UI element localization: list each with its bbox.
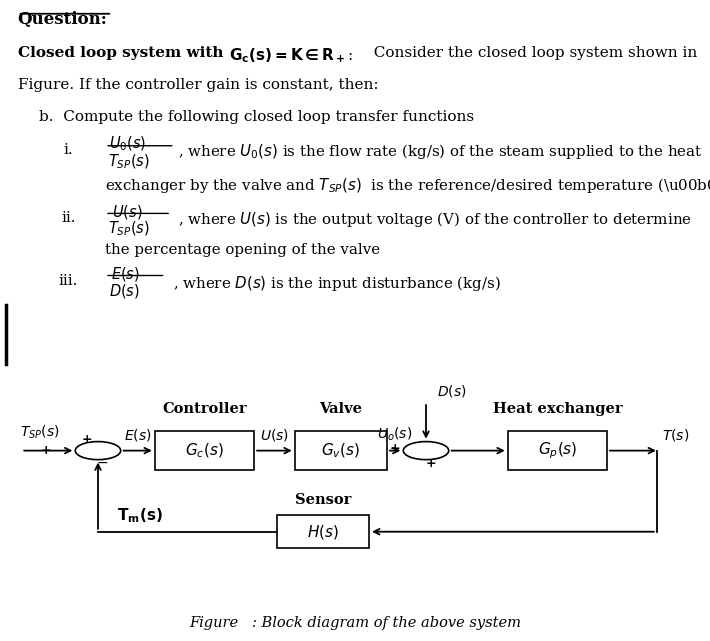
Text: Valve: Valve xyxy=(320,402,362,416)
Text: Figure   : Block diagram of the above system: Figure : Block diagram of the above syst… xyxy=(189,616,521,629)
Text: $T_{SP}(s)$: $T_{SP}(s)$ xyxy=(108,220,150,238)
Text: , where $U_0(s)$ is the flow rate (kg/s) of the steam supplied to the heat: , where $U_0(s)$ is the flow rate (kg/s)… xyxy=(178,142,702,162)
Text: $U_o(s)$: $U_o(s)$ xyxy=(378,426,413,443)
Text: Figure. If the controller gain is constant, then:: Figure. If the controller gain is consta… xyxy=(18,78,378,92)
Text: $T_{SP}(s)$: $T_{SP}(s)$ xyxy=(108,153,150,171)
Text: −: − xyxy=(97,456,109,470)
Text: $E(s)$: $E(s)$ xyxy=(124,427,151,443)
Circle shape xyxy=(75,442,121,460)
Text: $T_{SP}(s)$: $T_{SP}(s)$ xyxy=(20,423,60,441)
Text: the percentage opening of the valve: the percentage opening of the valve xyxy=(105,243,381,257)
Text: i.: i. xyxy=(64,143,74,157)
Text: $T(s)$: $T(s)$ xyxy=(662,427,689,443)
Text: , where $D(s)$ is the input disturbance (kg/s): , where $D(s)$ is the input disturbance … xyxy=(173,274,501,293)
Text: Controller: Controller xyxy=(162,402,247,416)
Text: +: + xyxy=(40,444,51,457)
Text: $G_c(s)$: $G_c(s)$ xyxy=(185,441,224,460)
FancyBboxPatch shape xyxy=(295,431,387,469)
Text: Question:: Question: xyxy=(18,11,108,28)
Text: Consider the closed loop system shown in: Consider the closed loop system shown in xyxy=(364,47,697,60)
Text: $E(s)$: $E(s)$ xyxy=(111,265,140,283)
Text: $\mathbf{G_c(s)=K{\in}R_+}$:: $\mathbf{G_c(s)=K{\in}R_+}$: xyxy=(229,47,352,65)
Text: $U_0(s)$: $U_0(s)$ xyxy=(109,135,146,153)
Text: $\mathbf{T_m(s)}$: $\mathbf{T_m(s)}$ xyxy=(117,506,163,524)
Text: b.  Compute the following closed loop transfer functions: b. Compute the following closed loop tra… xyxy=(39,110,474,124)
FancyBboxPatch shape xyxy=(155,431,254,469)
Text: $U(s)$: $U(s)$ xyxy=(260,427,289,443)
Circle shape xyxy=(403,442,449,460)
Text: exchanger by the valve and $T_{SP}(s)$  is the reference/desired temperature (\u: exchanger by the valve and $T_{SP}(s)$ i… xyxy=(105,176,710,195)
Text: $U(s)$: $U(s)$ xyxy=(112,203,143,221)
Text: $G_p(s)$: $G_p(s)$ xyxy=(537,440,577,461)
Text: iii.: iii. xyxy=(58,274,77,288)
Text: $G_v(s)$: $G_v(s)$ xyxy=(321,441,361,460)
Text: +: + xyxy=(82,433,92,446)
Text: Sensor: Sensor xyxy=(295,493,351,507)
Text: $D(s)$: $D(s)$ xyxy=(437,383,466,399)
Text: Heat exchanger: Heat exchanger xyxy=(493,402,622,416)
Text: +: + xyxy=(390,442,400,455)
Text: +: + xyxy=(425,457,436,470)
Text: $D(s)$: $D(s)$ xyxy=(109,282,141,300)
Text: $H(s)$: $H(s)$ xyxy=(307,522,339,541)
FancyBboxPatch shape xyxy=(277,515,369,548)
Text: ii.: ii. xyxy=(62,211,76,225)
Text: , where $U(s)$ is the output voltage (V) of the controller to determine: , where $U(s)$ is the output voltage (V)… xyxy=(178,210,692,229)
Text: Closed loop system with: Closed loop system with xyxy=(18,47,229,60)
FancyBboxPatch shape xyxy=(508,431,607,469)
